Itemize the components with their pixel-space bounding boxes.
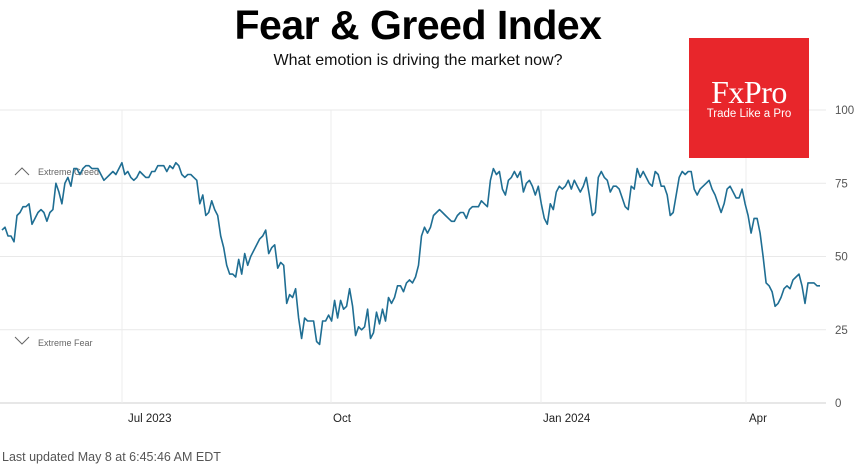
extreme-fear-label: Extreme Fear [38, 338, 93, 348]
y-tick-label: 75 [835, 178, 848, 190]
chart-grid [0, 109, 826, 404]
x-tick-label: Apr [749, 413, 767, 425]
x-axis-ticks: Jul 2023 Oct Jan 2024 Apr [128, 413, 767, 425]
fxpro-logo: FxPro Trade Like a Pro [689, 38, 809, 158]
y-tick-label: 100 [835, 105, 854, 117]
logo-name: FxPro [711, 74, 787, 110]
y-tick-label: 25 [835, 325, 848, 337]
page-subtitle: What emotion is driving the market now? [273, 52, 563, 69]
series-line [1, 161, 820, 346]
y-axis-ticks: 0 25 50 75 100 [835, 105, 854, 410]
last-updated: Last updated May 8 at 6:45:46 AM EDT [2, 450, 221, 464]
logo-tagline: Trade Like a Pro [706, 108, 792, 120]
x-tick-label: Oct [333, 413, 352, 425]
extreme-greed-label: Extreme Greed [38, 167, 99, 177]
x-tick-label: Jan 2024 [543, 413, 591, 425]
down-chevron-icon [14, 336, 30, 345]
page-title: Fear & Greed Index [234, 2, 602, 48]
up-chevron-icon [14, 167, 30, 176]
y-tick-label: 50 [835, 252, 848, 264]
x-tick-label: Jul 2023 [128, 413, 171, 425]
zone-markers: Extreme Greed Extreme Fear [14, 167, 99, 348]
y-tick-label: 0 [835, 398, 841, 410]
